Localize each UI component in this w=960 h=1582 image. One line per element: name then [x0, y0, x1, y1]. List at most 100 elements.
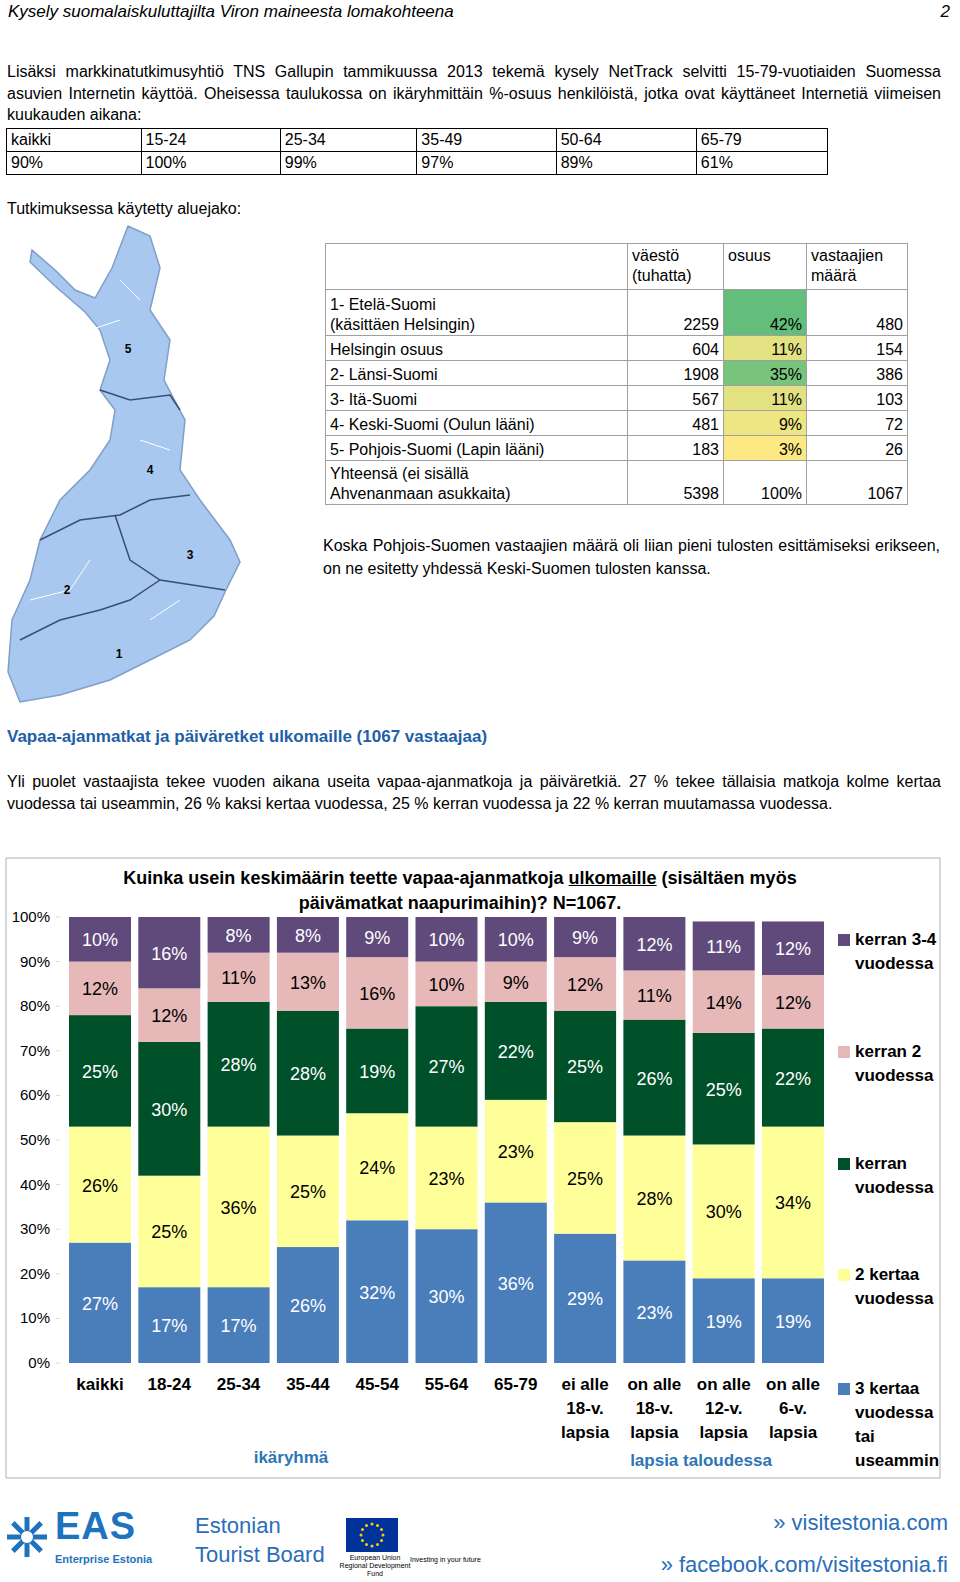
data-label: 10%: [498, 930, 534, 950]
y-tick: [56, 1184, 60, 1185]
region-cell: 386: [807, 361, 908, 386]
bar-segment: [623, 971, 685, 1020]
data-label: 22%: [498, 1042, 534, 1062]
eu-star: [365, 1543, 368, 1546]
eu-star: [361, 1528, 364, 1531]
bar-segment: [554, 1234, 616, 1363]
header-title: Kysely suomalaiskuluttajilta Viron maine…: [8, 2, 454, 22]
data-label: 9%: [503, 973, 529, 993]
eu-slogan: Investing in your future: [410, 1556, 481, 1563]
eu-star: [380, 1539, 383, 1542]
age-cell: 100%: [141, 152, 280, 175]
bar-segment: [623, 1020, 685, 1136]
bar-segment: [346, 917, 408, 957]
bar-segment: [346, 1113, 408, 1220]
bar-segment: [416, 1006, 478, 1126]
y-tick-label: 90%: [20, 953, 50, 970]
bar-segment: [346, 1029, 408, 1114]
y-tick: [56, 1229, 60, 1230]
region-cell: Yhteensä (ei sisällä Ahvenanmaan asukkai…: [326, 461, 628, 505]
y-tick-label: 60%: [20, 1086, 50, 1103]
age-cell: kaikki: [7, 129, 142, 152]
data-label: 9%: [364, 928, 390, 948]
link: » facebook.com/visitestonia.fi: [600, 1552, 948, 1578]
bar-segment: [69, 917, 131, 962]
map-label: 1: [116, 647, 123, 661]
region-cell: 3- Itä-Suomi: [326, 386, 628, 411]
eu-star: [376, 1524, 379, 1527]
data-label: 8%: [226, 926, 252, 946]
data-label: 25%: [567, 1057, 603, 1077]
bar-segment: [554, 917, 616, 957]
region-cell: 72: [807, 411, 908, 436]
eu-star: [380, 1528, 383, 1531]
data-label: 36%: [498, 1274, 534, 1294]
bar-segment: [623, 1136, 685, 1261]
region-cell: 1- Etelä-Suomi (käsittäen Helsingin): [326, 290, 628, 336]
y-tick: [56, 1273, 60, 1274]
eas-sub: Enterprise Estonia: [55, 1553, 152, 1565]
legend-label: 2 kertaa vuodessa: [855, 1263, 940, 1311]
region-row: Yhteensä (ei sisällä Ahvenanmaan asukkai…: [326, 461, 908, 505]
chart-frame: [6, 858, 940, 1478]
data-label: 12%: [567, 975, 603, 995]
chart-title-part: Kuinka usein keskimäärin teette vapaa-aj…: [123, 868, 568, 888]
x-tick-label: 18-24: [133, 1373, 205, 1397]
bar-segment: [623, 917, 685, 971]
legend-swatch: [838, 1158, 850, 1170]
bar-segment: [693, 1033, 755, 1145]
region-cell: 2- Länsi-Suomi: [326, 361, 628, 386]
x-group-label: lapsia taloudessa: [596, 1451, 806, 1471]
bar-segment: [208, 1127, 270, 1288]
x-tick-label: 55-64: [411, 1373, 483, 1397]
region-cell: 3%: [724, 436, 807, 461]
y-tick: [56, 1140, 60, 1141]
map-label: 2: [64, 583, 71, 597]
bar-segment: [346, 957, 408, 1028]
link: » visitestonia.com: [600, 1510, 948, 1536]
bar-segment: [485, 1100, 547, 1203]
bar-segment: [554, 1122, 616, 1234]
data-label: 19%: [706, 1312, 742, 1332]
bar-segment: [208, 1287, 270, 1363]
x-tick-label: 35-44: [272, 1373, 344, 1397]
bar-segment: [208, 917, 270, 953]
data-label: 32%: [359, 1283, 395, 1303]
map-subborder: [30, 560, 90, 600]
bar-segment: [138, 1176, 200, 1288]
bar-segment: [208, 1002, 270, 1127]
data-label: 11%: [637, 986, 672, 1006]
y-tick-label: 0%: [28, 1354, 50, 1371]
x-tick-label: on alle 6-v. lapsia: [757, 1373, 829, 1445]
bar-segment: [277, 1247, 339, 1363]
region-row: 4- Keski-Suomi (Oulun lääni)4819%72: [326, 411, 908, 436]
data-label: 24%: [359, 1158, 395, 1178]
page-graphics: 543210%10%20%30%40%50%60%70%80%90%100%27…: [0, 0, 960, 1582]
data-label: 12%: [636, 935, 672, 955]
region-cell: 103: [807, 386, 908, 411]
region-cell: 11%: [724, 336, 807, 361]
data-label: 26%: [82, 1176, 118, 1196]
data-label: 23%: [498, 1142, 534, 1162]
x-group-label: ikäryhmä: [186, 1448, 396, 1468]
bar-segment: [693, 921, 755, 970]
bar-segment: [277, 1011, 339, 1136]
data-label: 16%: [151, 944, 187, 964]
bar-segment: [693, 1144, 755, 1278]
eu-text: European Union: [335, 1554, 415, 1562]
region-table: väestö (tuhatta)osuusvastaajien määrä1- …: [325, 243, 908, 505]
x-tick-label: 45-54: [341, 1373, 413, 1397]
data-label: 22%: [775, 1069, 811, 1089]
map-label: 3: [187, 548, 194, 562]
region-cell: 9%: [724, 411, 807, 436]
legend-swatch: [838, 1383, 850, 1395]
bar-segment: [485, 1202, 547, 1363]
data-label: 36%: [221, 1198, 257, 1218]
eas-logo: [7, 1517, 47, 1557]
region-cell: 481: [628, 411, 724, 436]
bar-segment: [346, 1220, 408, 1363]
data-label: 16%: [359, 984, 395, 1004]
data-label: 28%: [636, 1189, 672, 1209]
data-label: 10%: [82, 930, 118, 950]
bar-segment: [416, 1229, 478, 1363]
